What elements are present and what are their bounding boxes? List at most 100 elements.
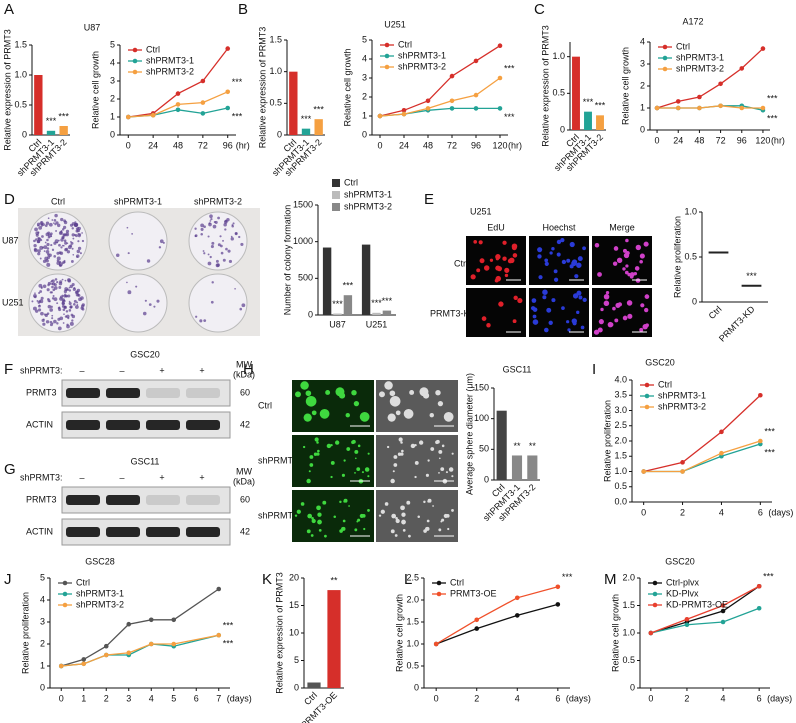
point xyxy=(175,91,181,96)
nucleus xyxy=(483,265,490,271)
colony xyxy=(65,289,68,291)
condition-sign: + xyxy=(199,365,204,375)
nucleus xyxy=(625,238,629,243)
point xyxy=(697,94,702,100)
legend-label: Ctrl xyxy=(344,177,358,187)
colony xyxy=(144,299,147,302)
colony xyxy=(224,219,228,223)
colony xyxy=(115,253,120,258)
blot-row-label: ACTIN xyxy=(26,419,53,429)
colony xyxy=(232,222,235,225)
x-tick-label: Ctrl xyxy=(707,304,724,321)
nucleus xyxy=(576,262,582,268)
panel-letter: F xyxy=(4,361,13,378)
sphere xyxy=(305,390,312,397)
legend-marker xyxy=(132,69,138,75)
bar xyxy=(301,128,311,135)
line xyxy=(643,440,761,473)
sphere xyxy=(401,512,406,517)
sphere xyxy=(435,439,440,444)
point xyxy=(555,602,561,607)
colony xyxy=(47,253,50,256)
sphere xyxy=(309,463,314,467)
colony xyxy=(76,288,81,293)
colony xyxy=(77,226,80,229)
colony xyxy=(211,281,214,284)
micrograph xyxy=(466,288,526,337)
x-tick-label: 4 xyxy=(719,507,724,517)
sphere xyxy=(441,444,445,448)
legend-marker xyxy=(652,580,658,586)
colony xyxy=(53,283,57,287)
sphere xyxy=(294,391,301,398)
nucleus xyxy=(603,300,610,307)
nucleus xyxy=(597,272,602,277)
x-tick-label: 0 xyxy=(641,507,646,517)
legend-marker xyxy=(662,66,668,72)
y-tick-label: 0 xyxy=(294,682,299,692)
legend-marker xyxy=(652,602,658,608)
y-tick-label: 1 xyxy=(40,660,45,670)
nucleus xyxy=(496,266,503,272)
x-axis-label: (days) xyxy=(767,693,792,703)
nucleus xyxy=(489,258,494,262)
point xyxy=(171,617,177,623)
point xyxy=(473,92,479,98)
legend-marker xyxy=(384,53,390,59)
colony xyxy=(63,239,67,243)
bar xyxy=(361,244,371,315)
sphere xyxy=(316,505,321,511)
colony xyxy=(50,305,53,309)
colony xyxy=(76,249,81,254)
sphere xyxy=(335,440,340,445)
chart-title: GSC20 xyxy=(645,357,675,367)
sphere xyxy=(392,470,395,473)
nucleus xyxy=(561,306,565,310)
nucleus xyxy=(645,323,649,328)
colony xyxy=(53,319,57,324)
y-axis-label: Relative expression of PRMT3 xyxy=(540,25,550,147)
x-tick-label: 2 xyxy=(680,507,685,517)
x-tick-label: 0 xyxy=(377,140,382,150)
point xyxy=(760,105,766,111)
band xyxy=(66,420,100,430)
sphere xyxy=(448,467,454,472)
y-tick-label: 2.0 xyxy=(622,572,635,582)
sphere xyxy=(341,526,346,531)
sphere xyxy=(400,505,405,511)
nucleus xyxy=(598,319,604,325)
legend-label: Ctrl xyxy=(398,39,412,49)
nucleus xyxy=(566,258,571,263)
nucleus xyxy=(605,290,610,295)
point xyxy=(720,603,726,608)
sphere xyxy=(345,412,350,418)
point xyxy=(125,114,131,120)
y-tick-label: 4 xyxy=(110,57,115,67)
significance: *** xyxy=(223,621,234,631)
sphere xyxy=(451,509,454,512)
point xyxy=(425,106,431,111)
legend-marker xyxy=(644,393,650,399)
colony xyxy=(75,254,80,258)
y-tick-label: 0 xyxy=(414,682,419,692)
colony xyxy=(33,239,36,243)
colony xyxy=(61,300,64,303)
sphere xyxy=(445,471,448,474)
nucleus xyxy=(537,247,543,253)
colony xyxy=(63,313,65,316)
point xyxy=(756,605,762,611)
colony xyxy=(230,235,233,238)
nucleus xyxy=(544,327,549,333)
nucleus xyxy=(479,258,485,264)
sphere xyxy=(378,514,382,517)
y-tick-label: 1.0 xyxy=(269,66,282,76)
significance: *** xyxy=(767,93,778,103)
sphere xyxy=(387,413,396,422)
sphere xyxy=(326,443,332,449)
colony xyxy=(146,259,151,263)
significance: *** xyxy=(504,112,515,122)
nucleus xyxy=(580,325,585,330)
bar xyxy=(527,455,538,480)
colony xyxy=(54,213,58,218)
nucleus xyxy=(622,267,626,271)
